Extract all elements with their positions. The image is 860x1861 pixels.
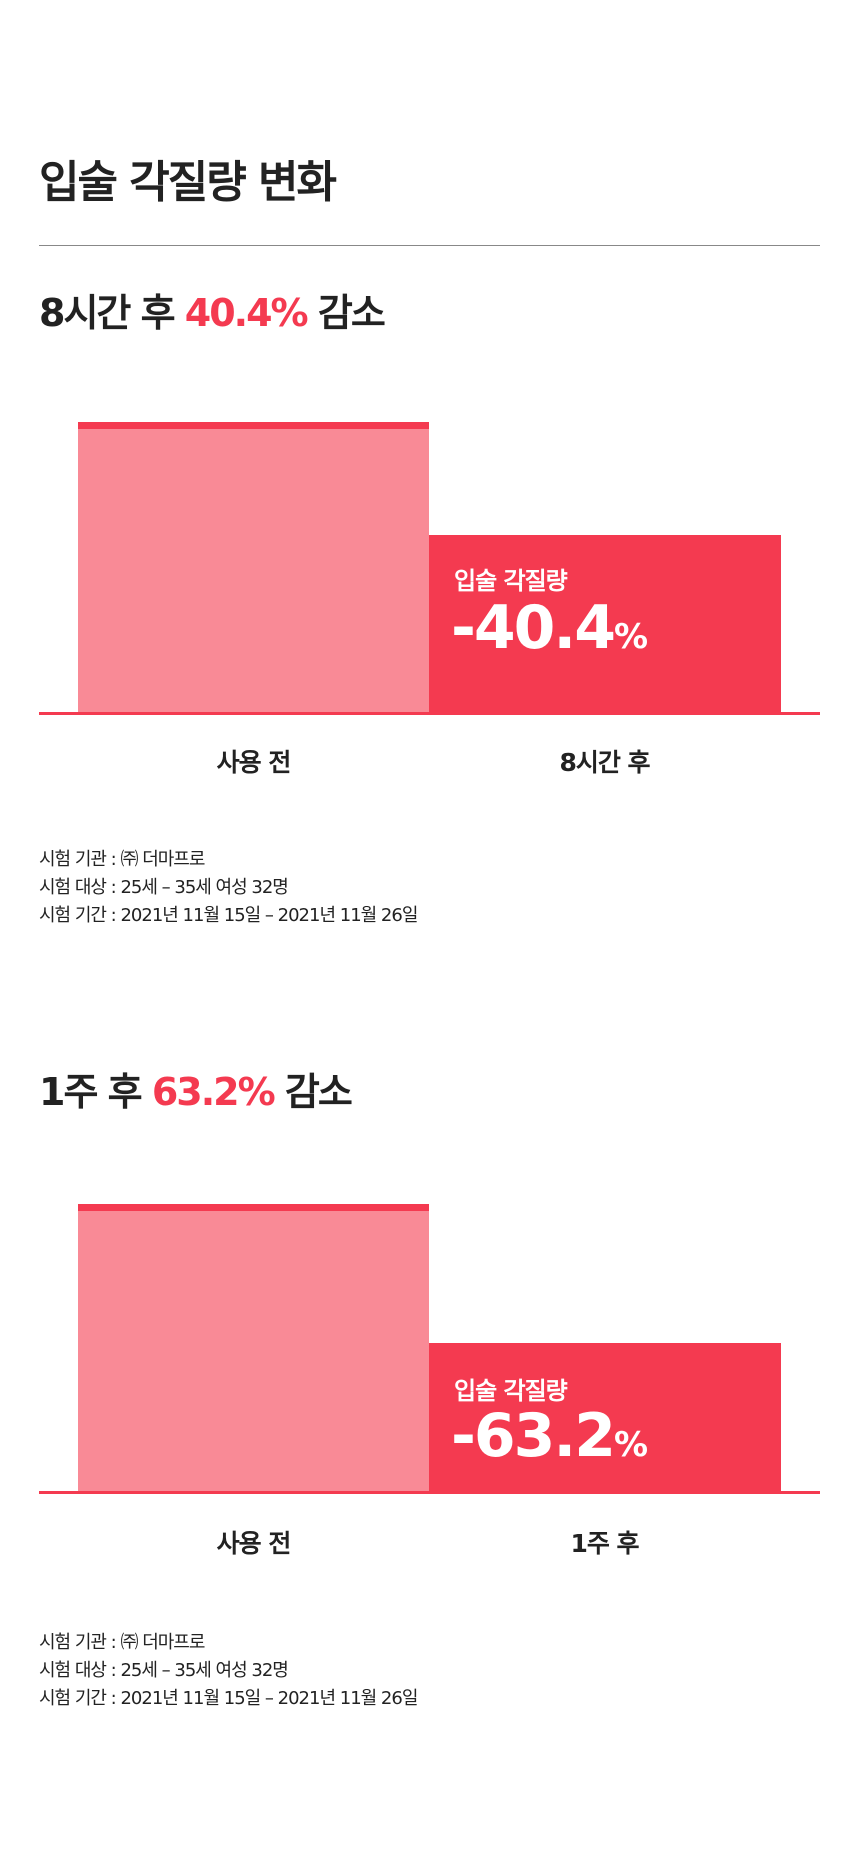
bar-value: -63.2% [451,1401,648,1471]
section-heading: 8시간 후 40.4% 감소 [39,282,386,337]
bar-after: 입술 각질량 -63.2% [429,1343,781,1492]
bar-value-number: -63.2 [451,1401,616,1471]
heading-suffix: 감소 [284,1070,353,1114]
x-label-after: 8시간 후 [559,748,650,777]
note-institution: 시험 기관 : ㈜ 더마프로 [39,1632,205,1653]
note-period: 시험 기간 : 2021년 11월 15일 – 2021년 11월 26일 [39,905,418,926]
bar-before [78,422,429,713]
note-period: 시험 기간 : 2021년 11월 15일 – 2021년 11월 26일 [39,1688,418,1709]
test-notes: 시험 기관 : ㈜ 더마프로 시험 대상 : 25세 – 35세 여성 32명 … [39,1629,418,1713]
x-label-before: 사용 전 [216,748,292,777]
heading-highlight: 63.2% [151,1070,276,1114]
page-title: 입술 각질량 변화 [39,157,337,208]
bar-value-unit: % [613,617,648,657]
section-heading: 1주 후 63.2% 감소 [39,1061,353,1116]
bar-value-unit: % [613,1425,648,1465]
divider [39,245,820,246]
baseline [39,1491,820,1494]
baseline [39,712,820,715]
note-subjects: 시험 대상 : 25세 – 35세 여성 32명 [39,877,289,898]
heading-prefix: 8시간 후 [39,291,176,335]
heading-prefix: 1주 후 [39,1070,143,1114]
heading-highlight: 40.4% [184,291,309,335]
bar-value-number: -40.4 [451,593,616,663]
heading-suffix: 감소 [317,291,386,335]
note-institution: 시험 기관 : ㈜ 더마프로 [39,849,205,870]
bar-after: 입술 각질량 -40.4% [429,535,781,713]
x-label-after: 1주 후 [570,1529,639,1558]
bar-before [78,1204,429,1492]
x-label-before: 사용 전 [216,1529,292,1558]
note-subjects: 시험 대상 : 25세 – 35세 여성 32명 [39,1660,289,1681]
test-notes: 시험 기관 : ㈜ 더마프로 시험 대상 : 25세 – 35세 여성 32명 … [39,846,418,930]
bar-label: 입술 각질량 [454,1377,568,1405]
bar-value: -40.4% [451,593,648,663]
bar-label: 입술 각질량 [454,567,568,595]
